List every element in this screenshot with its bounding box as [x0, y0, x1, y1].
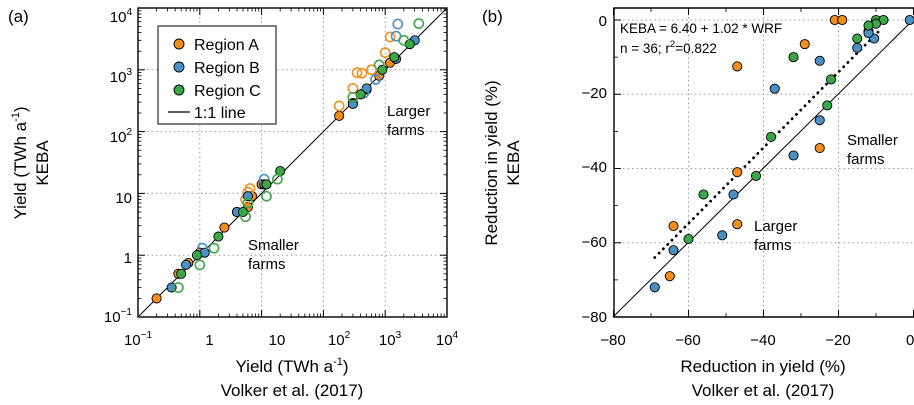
panel-a-x-tick-label: 103 — [379, 330, 402, 349]
data-point-region-a — [733, 220, 742, 229]
data-point-region-b — [181, 260, 190, 269]
data-point-region-c-open — [273, 175, 282, 184]
legend-marker-region-b — [174, 62, 184, 72]
panel-b-annotation-larger: Larger — [754, 218, 797, 235]
data-point-region-c — [853, 34, 862, 43]
legend-marker-region-c — [174, 85, 184, 95]
panel-b-annotation-farms: farms — [847, 151, 885, 168]
panel-b-x-tick-label: −40 — [750, 332, 775, 349]
panel-b-x-tick-label: −20 — [825, 332, 850, 349]
data-point-region-a — [733, 168, 742, 177]
data-point-region-a — [815, 143, 824, 152]
panel-b: (b) −80 −60 −40 −20 0 0 −20 −40 −60 −80 … — [482, 7, 914, 400]
data-point-region-c — [214, 232, 223, 241]
data-point-region-b — [815, 116, 824, 125]
data-point-region-b — [789, 151, 798, 160]
data-point-region-c-open — [262, 192, 271, 201]
panel-b-label: (b) — [482, 7, 503, 26]
data-point-region-a — [800, 40, 809, 49]
data-point-region-b — [905, 15, 914, 24]
panel-b-y-tick-label: −40 — [582, 159, 607, 176]
panel-b-y-tick-label: −80 — [582, 309, 607, 326]
data-point-region-c — [766, 132, 775, 141]
legend-label-identity-line: 1:1 line — [194, 105, 246, 122]
data-point-region-b — [770, 84, 779, 93]
panel-b-x-axis-title: Reduction in yield (%) — [680, 357, 845, 376]
data-point-region-a — [665, 272, 674, 281]
data-point-region-c — [864, 21, 873, 30]
data-point-region-c — [751, 171, 760, 180]
panel-a-label: (a) — [8, 7, 29, 26]
panel-b-identity-line — [613, 20, 913, 317]
data-point-region-b — [650, 283, 659, 292]
legend-marker-region-a — [174, 39, 184, 49]
legend-label-region-a: Region A — [194, 37, 259, 54]
data-point-region-c — [177, 269, 186, 278]
data-point-region-c — [826, 75, 835, 84]
panel-a-legend: Region A Region B Region C 1:1 line — [158, 26, 276, 124]
panel-a-x-axis-title: Yield (TWh a-1) — [235, 356, 348, 376]
panel-b-regression-stats: n = 36; r2=0.822 — [620, 39, 717, 56]
panel-a-y-tick-label: 102 — [110, 127, 133, 146]
panel-a-y-tick-label: 103 — [110, 67, 133, 86]
panel-b-y-tick-label: −60 — [582, 234, 607, 251]
panel-b-y-tick-label: −20 — [582, 85, 607, 102]
data-point-region-a-open — [348, 84, 357, 93]
data-point-region-a — [669, 221, 678, 230]
panel-b-annotation-smaller: Smaller — [847, 132, 898, 149]
data-point-region-c-open — [414, 19, 423, 28]
data-point-region-a — [838, 15, 847, 24]
panel-a-y-tick-label: 1 — [124, 250, 132, 267]
data-point-region-b — [853, 43, 862, 52]
panel-a-annotation-farms: farms — [248, 256, 286, 273]
panel-a-y-axis-title: Yield (TWh a-1) — [10, 106, 30, 219]
data-point-region-a — [152, 294, 161, 303]
data-point-region-c — [699, 190, 708, 199]
panel-a-annotation-smaller: Smaller — [248, 237, 299, 254]
data-point-region-c — [789, 53, 798, 62]
panel-a-x-tick-label: 104 — [436, 330, 459, 349]
panel-a: (a) 10−1 1 10 102 103 104 10−1 1 10 102 … — [8, 7, 459, 400]
panel-a-y-axis-subtitle: KEBA — [33, 140, 52, 186]
data-point-region-a-open — [335, 101, 344, 110]
data-point-region-c — [192, 251, 201, 260]
data-point-region-c — [684, 234, 693, 243]
data-point-region-c — [390, 53, 399, 62]
panel-b-regression-equation: KEBA = 6.40 + 1.02 * WRF — [620, 21, 782, 36]
legend-label-region-c: Region C — [194, 83, 261, 100]
data-point-region-b-open — [393, 19, 402, 28]
data-point-region-b — [718, 231, 727, 240]
panel-a-x-tick-label: 102 — [328, 330, 351, 349]
data-point-region-b — [729, 190, 738, 199]
panel-b-x-tick-label: −60 — [675, 332, 700, 349]
panel-a-y-tick-label: 10 — [115, 190, 132, 207]
panel-a-y-tick-label: 10−1 — [104, 307, 133, 326]
panel-b-x-tick-label: −80 — [600, 332, 625, 349]
data-point-region-c — [262, 180, 271, 189]
data-point-region-a — [220, 223, 229, 232]
panel-b-annotation-farms: farms — [754, 237, 792, 254]
panel-a-annotation-farms: farms — [387, 122, 425, 139]
panel-a-x-tick-label: 10 — [269, 332, 286, 349]
panel-a-y-tick-label: 104 — [110, 7, 133, 26]
data-point-region-a — [733, 62, 742, 71]
data-point-region-b — [669, 246, 678, 255]
panel-b-y-axis-title: Reduction in yield (%) — [482, 80, 501, 245]
panel-b-x-axis-subtitle: Volker et al. (2017) — [692, 381, 835, 400]
data-point-region-a — [335, 111, 344, 120]
panel-a-x-axis-subtitle: Volker et al. (2017) — [221, 381, 364, 400]
panel-b-x-tick-label: 0 — [906, 332, 914, 349]
data-point-region-b — [815, 56, 824, 65]
legend-label-region-b: Region B — [194, 60, 260, 77]
data-point-region-c — [823, 101, 832, 110]
panel-a-x-tick-label: 10−1 — [124, 330, 153, 349]
data-point-region-c-open — [209, 244, 218, 253]
panel-b-y-axis-subtitle: KEBA — [504, 140, 523, 186]
panel-a-annotation-larger: Larger — [387, 103, 430, 120]
panel-b-y-tick-label: 0 — [599, 13, 607, 30]
panel-a-x-tick-label: 1 — [205, 332, 213, 349]
